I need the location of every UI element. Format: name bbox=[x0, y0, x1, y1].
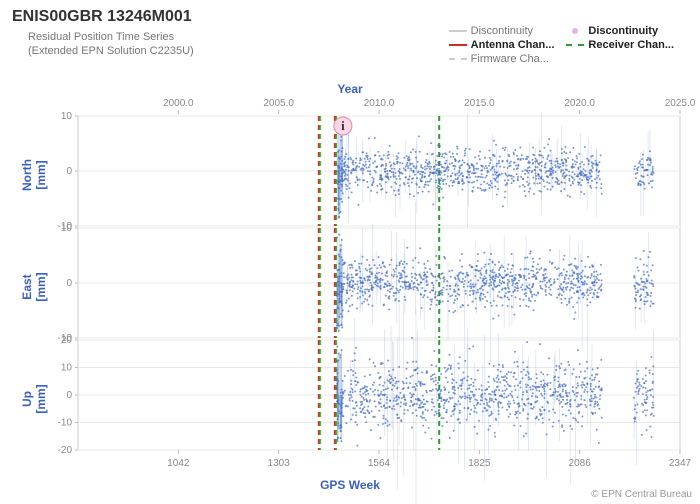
legend-firmware: Firmware Cha... bbox=[471, 53, 549, 65]
svg-text:10: 10 bbox=[61, 223, 73, 234]
svg-text:1825: 1825 bbox=[468, 458, 491, 469]
legend-antenna: Antenna Chan... bbox=[471, 39, 555, 51]
svg-text:-20: -20 bbox=[58, 445, 73, 456]
subtitle-line-2: (Extended EPN Solution C2235U) bbox=[28, 45, 194, 57]
legend-discontinuity-dot: Discontinuity bbox=[588, 25, 658, 37]
chart-subtitle: Residual Position Time Series (Extended … bbox=[28, 30, 194, 59]
legend-discontinuity-line: Discontinuity bbox=[471, 25, 533, 37]
svg-text:1042: 1042 bbox=[167, 458, 190, 469]
svg-text:2086: 2086 bbox=[569, 458, 592, 469]
svg-text:1564: 1564 bbox=[368, 458, 391, 469]
svg-text:2010.0: 2010.0 bbox=[364, 98, 395, 109]
svg-text:20: 20 bbox=[61, 335, 73, 346]
svg-text:2015.0: 2015.0 bbox=[464, 98, 495, 109]
svg-text:2005.0: 2005.0 bbox=[263, 98, 294, 109]
svg-text:0: 0 bbox=[66, 166, 72, 177]
svg-text:2000.0: 2000.0 bbox=[163, 98, 194, 109]
legend-receiver: Receiver Chan... bbox=[588, 39, 674, 51]
svg-text:2020.0: 2020.0 bbox=[564, 98, 595, 109]
svg-text:10: 10 bbox=[61, 111, 73, 122]
svg-text:2025.0: 2025.0 bbox=[665, 98, 696, 109]
subtitle-line-1: Residual Position Time Series bbox=[28, 31, 174, 43]
svg-text:1303: 1303 bbox=[268, 458, 291, 469]
svg-text:2347: 2347 bbox=[669, 458, 692, 469]
y-axis-label-up: Up[mm] bbox=[20, 369, 48, 429]
y-axis-label-north: North[mm] bbox=[20, 145, 48, 205]
svg-text:0: 0 bbox=[66, 390, 72, 401]
y-axis-label-east: East[mm] bbox=[20, 257, 48, 317]
svg-text:i: i bbox=[341, 118, 345, 133]
chart-canvas: 2000.0 2005.0 2010.0 2015.0 2020.0 2025.0 -10 0… bbox=[0, 0, 700, 504]
svg-text:10: 10 bbox=[61, 363, 73, 374]
svg-text:0: 0 bbox=[66, 278, 72, 289]
chart-title: ENIS00GBR 13246M001 bbox=[12, 8, 192, 26]
svg-text:-10: -10 bbox=[58, 418, 73, 429]
legend: Discontinuity Discontinuity Antenna Chan… bbox=[443, 24, 680, 66]
copyright: © EPN Central Bureau bbox=[591, 489, 692, 500]
top-axis-title: Year bbox=[0, 82, 700, 96]
